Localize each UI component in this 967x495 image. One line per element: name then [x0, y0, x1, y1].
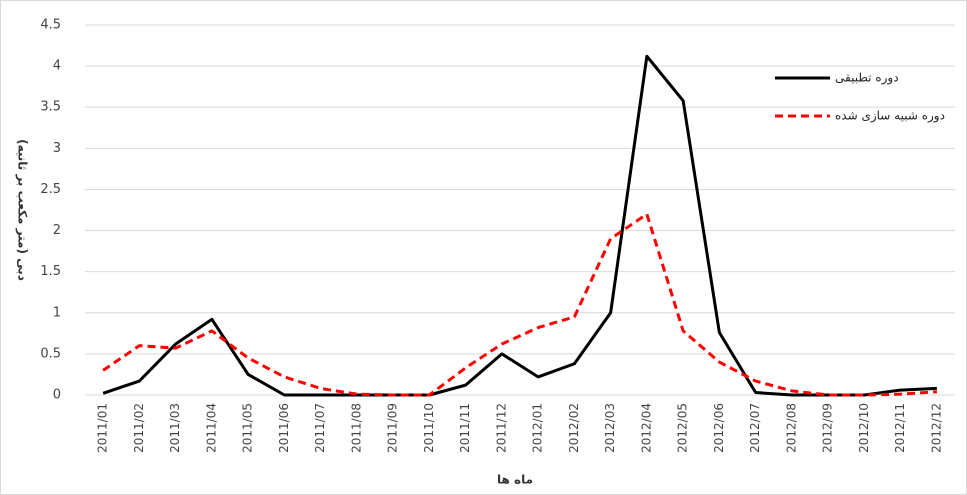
y-tick-label: 2.5: [40, 182, 61, 197]
x-tick-label: 2011/09: [386, 403, 400, 453]
x-tick-label: 2012/04: [639, 403, 653, 453]
x-tick-label: 2011/05: [241, 403, 255, 453]
x-tick-label: 2011/11: [458, 403, 472, 453]
x-tick-label: 2012/12: [929, 403, 943, 453]
x-tick-label: 2012/02: [567, 403, 581, 453]
series-line: [102, 54, 937, 397]
x-tick-label: 2012/10: [857, 403, 871, 453]
x-tick-label: 2011/04: [204, 403, 218, 453]
x-tick-label: 2012/07: [748, 403, 762, 453]
legend-label: دوره تطبیقی: [835, 71, 899, 86]
x-tick-label: 2012/06: [712, 403, 726, 453]
x-tick-label: 2012/08: [784, 403, 798, 453]
y-axis-label: دبی (متر مکعب بر ثانیه): [16, 139, 30, 281]
x-tick-label: 2011/12: [494, 403, 508, 453]
y-tick-label: 1.5: [40, 264, 61, 279]
x-tick-label: 2011/10: [422, 403, 436, 453]
x-tick-label: 2012/11: [893, 403, 907, 453]
y-tick-label: 4: [53, 59, 61, 74]
x-tick-label: 2012/09: [821, 403, 835, 453]
x-tick-label: 2011/03: [168, 403, 182, 453]
y-tick-label: 3.5: [40, 100, 61, 115]
y-tick-label: 1: [53, 305, 61, 320]
x-tick-label: 2012/03: [603, 403, 617, 453]
x-tick-label: 2011/02: [132, 403, 146, 453]
x-tick-label: 2011/08: [349, 403, 363, 453]
x-tick-label: 2011/06: [277, 403, 291, 453]
y-tick-label: 4.5: [40, 18, 61, 33]
x-tick-label: 2012/05: [676, 403, 690, 453]
y-tick-label: 0.5: [40, 346, 61, 361]
y-tick-label: 2: [53, 223, 61, 238]
x-tick-label: 2011/01: [96, 403, 110, 453]
y-tick-label: 3: [53, 141, 61, 156]
y-tick-label: 0: [53, 388, 61, 403]
legend-label: دوره شبیه سازی شده: [835, 109, 945, 124]
x-tick-label: 2011/07: [313, 403, 327, 453]
x-axis-label: ماه ها: [497, 473, 533, 487]
series-line: [102, 212, 937, 397]
x-tick-label: 2012/01: [531, 403, 545, 453]
